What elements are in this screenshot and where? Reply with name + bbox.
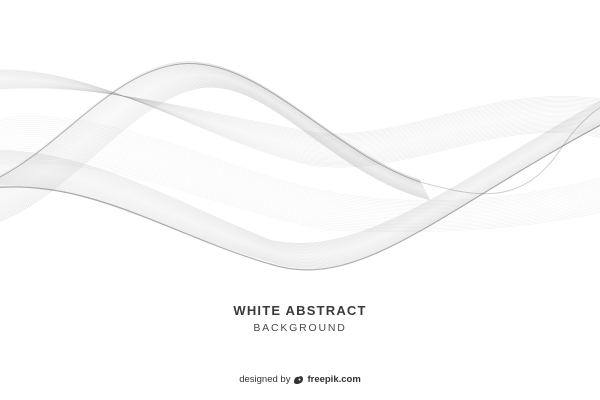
wave-accent-crest xyxy=(0,63,421,183)
wave-accent-lower xyxy=(0,124,600,271)
freepik-logo-icon xyxy=(293,375,304,385)
wave-band-1 xyxy=(0,61,431,222)
wave-band-3 xyxy=(0,69,600,168)
artwork-title: WHITE ABSTRACT xyxy=(233,303,367,318)
wave-accent-right xyxy=(419,107,600,195)
credit-prefix: designed by xyxy=(239,374,291,385)
wave-band-4 xyxy=(0,116,600,233)
credit-brand: freepik.com xyxy=(307,374,361,385)
designer-credit: designed by freepik.com xyxy=(0,374,600,385)
artwork-subtitle: BACKGROUND xyxy=(253,322,347,334)
